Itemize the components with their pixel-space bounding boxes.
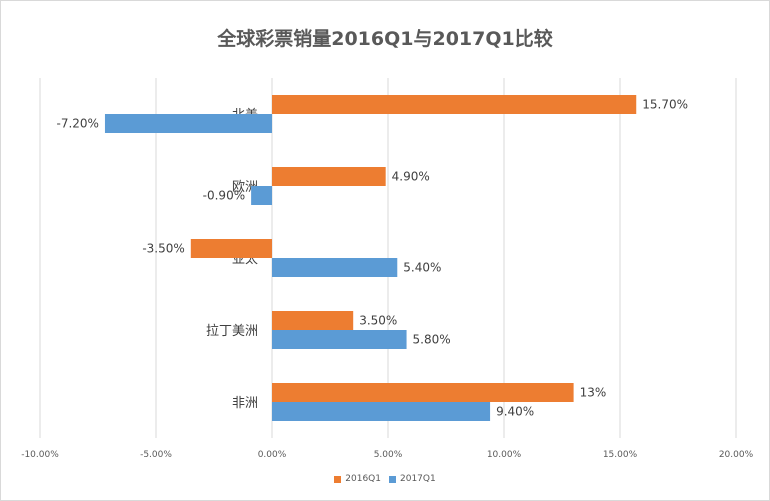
x-tick-label: -5.00%: [140, 450, 172, 460]
data-label: 4.90%: [392, 170, 430, 184]
data-label: 9.40%: [496, 405, 534, 419]
x-tick-label: 10.00%: [487, 450, 522, 460]
data-label: 13%: [580, 386, 607, 400]
data-label: -0.90%: [203, 189, 245, 203]
data-label: -3.50%: [142, 242, 184, 256]
x-tick-label: 15.00%: [603, 450, 638, 460]
data-label: 5.80%: [413, 333, 451, 347]
bar: [272, 95, 637, 114]
data-label: 3.50%: [359, 314, 397, 328]
bar: [251, 186, 272, 205]
data-label: 5.40%: [403, 261, 441, 275]
data-label: -7.20%: [57, 117, 99, 131]
bar: [272, 383, 574, 402]
bar: [190, 239, 272, 258]
x-tick-label: -10.00%: [21, 450, 59, 460]
chart-title: 全球彩票销量2016Q1与2017Q1比较: [217, 28, 553, 50]
data-label: 15.70%: [642, 98, 688, 112]
x-tick-label: 20.00%: [719, 450, 754, 460]
bar: [104, 114, 273, 133]
category-label: 拉丁美洲: [206, 324, 258, 339]
bar: [272, 402, 491, 421]
bar: [272, 167, 386, 186]
bar: [272, 258, 398, 277]
legend-swatch-2016q1: [334, 475, 342, 483]
x-tick-label: 0.00%: [258, 450, 287, 460]
legend-swatch-2017q1: [389, 475, 396, 483]
x-tick-label: 5.00%: [374, 450, 403, 460]
legend-label-2016q1: 2016Q1: [345, 474, 381, 484]
legend-item-2017q1: 2017Q1: [389, 474, 436, 484]
category-label: 非洲: [232, 396, 258, 411]
legend-label-2017q1: 2017Q1: [400, 474, 436, 484]
bar: [272, 311, 354, 330]
bar: [272, 330, 407, 349]
legend: 2016Q1 2017Q1: [0, 474, 770, 484]
legend-item-2016q1: 2016Q1: [334, 474, 381, 484]
